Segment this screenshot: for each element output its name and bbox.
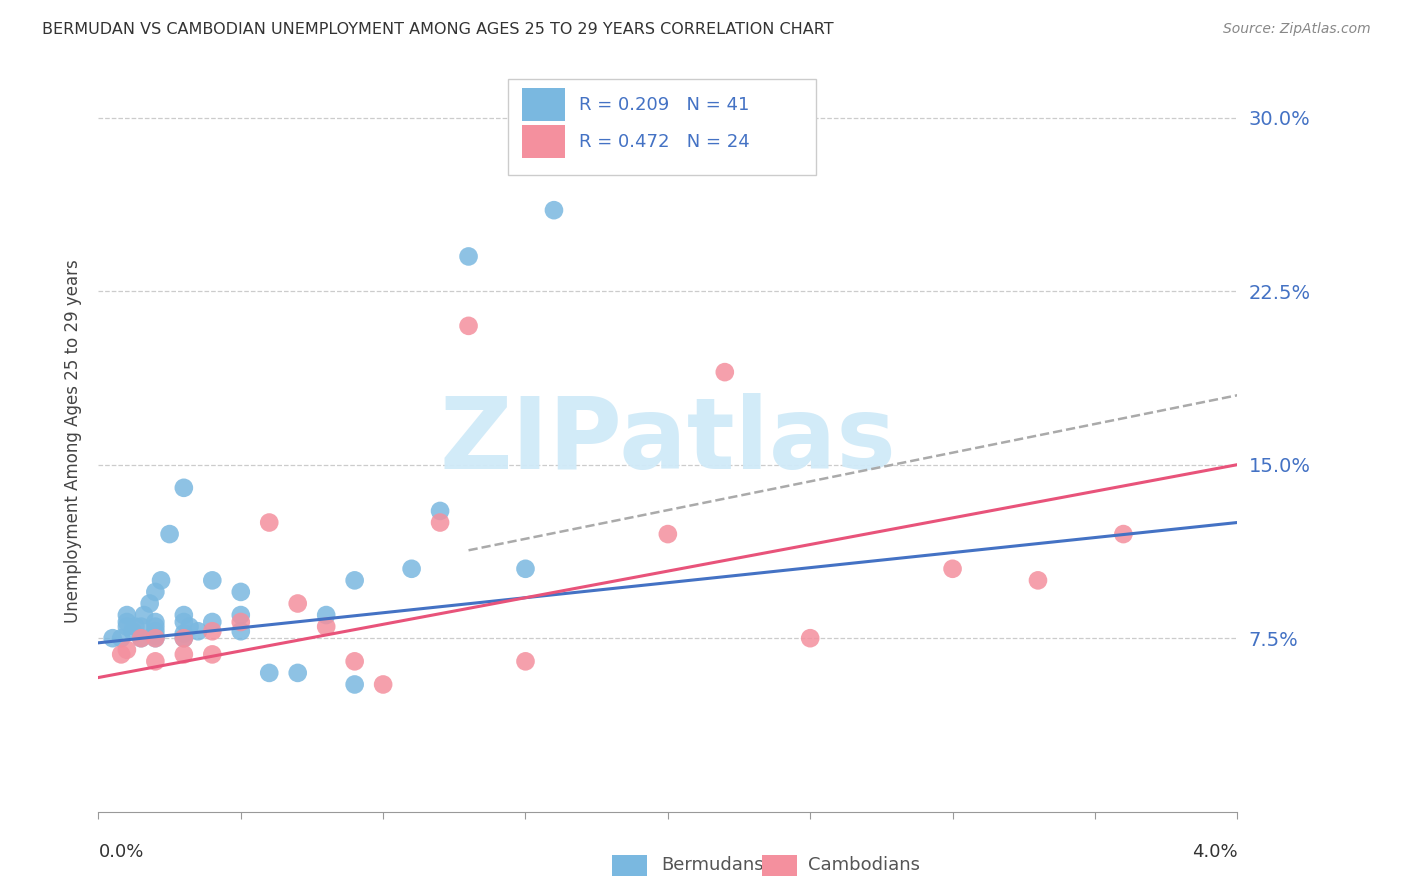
Point [145,585,167,599]
Text: Cambodians: Cambodians [808,856,921,874]
Point [429,516,451,530]
Point [457,318,479,333]
Point [543,203,565,218]
Point [173,631,195,645]
Point [145,631,167,645]
FancyBboxPatch shape [509,78,815,175]
Point [287,597,309,611]
Point [229,608,252,623]
Point [124,619,146,633]
Point [287,665,309,680]
Point [201,615,224,629]
Point [115,619,138,633]
FancyBboxPatch shape [522,88,565,121]
Point [201,574,224,588]
Point [101,631,124,645]
Point [173,608,195,623]
Point [343,654,366,668]
Point [115,615,138,629]
Point [714,365,737,379]
Y-axis label: Unemployment Among Ages 25 to 29 years: Unemployment Among Ages 25 to 29 years [63,260,82,624]
Point [259,516,281,530]
Point [159,527,181,541]
Point [515,562,537,576]
Point [515,654,537,668]
Point [145,615,167,629]
Text: 0.0%: 0.0% [98,843,143,861]
Point [457,250,479,264]
Point [173,648,195,662]
Point [343,677,366,691]
Point [1026,574,1049,588]
Point [315,619,337,633]
Point [110,631,132,645]
Text: BERMUDAN VS CAMBODIAN UNEMPLOYMENT AMONG AGES 25 TO 29 YEARS CORRELATION CHART: BERMUDAN VS CAMBODIAN UNEMPLOYMENT AMONG… [42,22,834,37]
Text: R = 0.472   N = 24: R = 0.472 N = 24 [579,133,749,151]
Point [138,597,160,611]
Point [173,481,195,495]
Point [259,665,281,680]
Point [657,527,679,541]
Point [115,608,138,623]
Point [145,624,167,639]
Point [229,585,252,599]
Point [145,631,167,645]
Point [229,624,252,639]
Point [401,562,423,576]
Point [173,626,195,640]
Text: Bermudans: Bermudans [661,856,763,874]
Point [799,631,821,645]
Point [315,608,337,623]
Point [173,615,195,629]
Point [150,574,173,588]
Point [201,648,224,662]
Point [129,631,152,645]
Point [145,619,167,633]
Point [145,654,167,668]
Point [115,642,138,657]
Point [229,615,252,629]
Point [371,677,394,691]
Point [129,619,152,633]
Point [429,504,451,518]
Point [179,619,201,633]
Point [110,648,132,662]
Text: Source: ZipAtlas.com: Source: ZipAtlas.com [1223,22,1371,37]
Point [942,562,965,576]
Point [121,624,143,639]
Text: ZIPatlas: ZIPatlas [440,393,896,490]
Point [343,574,366,588]
Text: 4.0%: 4.0% [1192,843,1237,861]
Point [201,624,224,639]
FancyBboxPatch shape [522,125,565,159]
Point [1112,527,1135,541]
Point [132,608,155,623]
Point [187,624,209,639]
Point [145,629,167,643]
Text: R = 0.209   N = 41: R = 0.209 N = 41 [579,95,749,113]
Point [129,631,152,645]
Point [173,631,195,645]
